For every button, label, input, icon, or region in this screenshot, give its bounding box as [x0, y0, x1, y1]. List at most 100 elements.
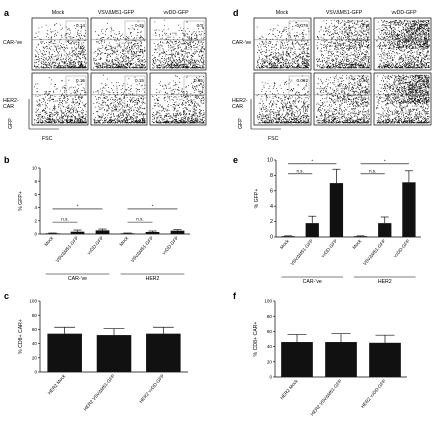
flow-d-row-2: HER2-CAR: [232, 98, 248, 110]
panel-letter-c: c: [4, 291, 9, 301]
y-tick-label: 4: [34, 205, 37, 210]
bar: [378, 223, 392, 237]
x-tick-label: VSVΔM51-GFP: [55, 235, 80, 263]
gate-percent: 0.15: [76, 78, 85, 83]
dot-plot-a-1-0: 0.15: [31, 72, 89, 126]
flow-d-row-1: CAR-'ve: [232, 40, 251, 46]
y-tick-label: 10: [267, 158, 273, 164]
gate-box: [348, 20, 370, 41]
dot-plot-a-0-0: 0.14: [31, 17, 89, 71]
y-tick-label: 4: [270, 204, 273, 210]
dot-plot-events: [316, 19, 370, 69]
x-tick-label: Mock: [279, 238, 290, 250]
dot-plot-d-1-2: 6.62: [373, 72, 432, 126]
flow-a-col-3: vvDD-GFP: [163, 10, 189, 16]
y-tick-label: 80: [267, 314, 273, 319]
dot-plot-a-0-2: 0.4: [149, 17, 207, 71]
dot-plot-a-1-2: 0.55: [149, 72, 207, 126]
flow-a-row-1: CAR-'ve: [3, 40, 22, 46]
dot-plot-d-0-0: 0.076: [253, 17, 312, 71]
bar: [281, 236, 295, 237]
x-tick-label: vvDD-GFP: [393, 238, 411, 258]
gate-percent: 0.15: [135, 23, 144, 28]
y-tick-label: 8: [270, 173, 273, 179]
bar-chart-f: 0 20 40 60 80 100 % CD8+ CAR+ HER2 Mock HER2 VSV…: [253, 299, 407, 417]
flow-d-col-2: VSVΔM51-GFP: [326, 10, 363, 16]
flow-a-col-2: VSVΔM51-GFP: [98, 10, 135, 16]
y-tick-label: 8: [34, 179, 37, 184]
y-tick-label: 80: [32, 313, 38, 318]
y-tick-label: 100: [264, 299, 272, 304]
gate-percent: 0.062: [297, 78, 309, 83]
gate-percent: 0.14: [76, 23, 85, 28]
significance-label: n.s.: [136, 217, 143, 222]
gate-box: [408, 20, 430, 41]
y-tick-label: 0: [270, 235, 273, 241]
dot-plot-frame: [149, 72, 207, 126]
flow-d-col-1: Mock: [276, 10, 289, 16]
gate-box: [183, 20, 205, 41]
x-tick-label: Mock: [118, 235, 129, 247]
flow-a-col-1: Mock: [52, 10, 65, 16]
y-tick-label: 60: [32, 327, 38, 332]
bar: [353, 236, 368, 237]
x-tick-label: vvDD-GFP: [320, 238, 338, 258]
dot-plot-events: [152, 75, 205, 124]
gate-box: [288, 75, 310, 96]
group-label: HER2: [378, 279, 392, 285]
y-tick-label: 2: [270, 219, 273, 225]
group-label: CAR-'ve: [68, 276, 87, 282]
dot-plot-d-1-1: 0.66: [313, 72, 372, 126]
bar: [120, 233, 135, 234]
flow-panel-a: Mock VSVΔM51-GFP vvDD-GFP CAR-'ve HER2-C…: [3, 10, 189, 142]
bar: [45, 233, 60, 234]
dot-plot-events: [316, 74, 370, 124]
group-label: HER2: [146, 276, 160, 282]
gate-percent: 6.62: [419, 78, 428, 83]
panel-letter-a: a: [4, 8, 10, 18]
gate-percent: 0.15: [135, 78, 144, 83]
panel-letter-e: e: [233, 155, 238, 165]
panel-letter-d: d: [233, 8, 239, 18]
flow-d-ylabel: GFP: [238, 118, 244, 129]
dot-plot-events: [152, 19, 205, 69]
bar: [305, 223, 319, 237]
significance-label: n.s.: [369, 168, 376, 173]
gate-percent: 0.66: [359, 78, 368, 83]
significance-label: n.s.: [61, 217, 68, 222]
dot-plot-a-1-1: 0.15: [90, 72, 148, 126]
significance-label: n.s.: [296, 168, 303, 173]
x-tick-label: HER2 VSVΔM51-GFP: [310, 378, 343, 416]
y-axis-label: % GFP+: [254, 189, 260, 209]
gate-box: [124, 75, 146, 96]
bar: [402, 182, 416, 237]
x-tick-label: Mock: [351, 238, 362, 250]
gate-box: [408, 75, 430, 96]
gate-box: [288, 20, 310, 41]
x-tick-label: VSVΔM51-GFP: [362, 238, 387, 266]
dot-plot-events: [93, 20, 146, 69]
y-tick-label: 100: [29, 299, 37, 304]
bar: [146, 333, 181, 372]
y-axis-label: % GFP+: [18, 191, 24, 211]
bar: [145, 232, 160, 234]
y-tick-label: 40: [32, 341, 38, 346]
bar: [325, 342, 357, 377]
y-tick-label: 20: [267, 359, 273, 364]
x-tick-label: VSVΔM51-GFP: [290, 238, 315, 266]
bar-chart-c: 0 20 40 60 80 100 % CD8+ CAR+ HER2 Mock HER2 VSV…: [18, 299, 188, 412]
y-tick-label: 6: [34, 192, 37, 197]
gate-box: [124, 20, 146, 41]
x-tick-label: VSVΔM51-GFP: [130, 235, 155, 263]
gate-box: [65, 75, 87, 96]
significance-label: *: [311, 158, 313, 163]
dot-plot-a-0-1: 0.15: [90, 17, 148, 71]
gate-percent: 0.8: [362, 23, 369, 28]
x-tick-label: HER2 VSVΔM51-GFP: [83, 373, 116, 411]
flow-a-ylabel: GFP: [8, 118, 14, 129]
flow-panel-d: Mock VSVΔM51-GFP vvDD-GFP CAR-'ve HER2-C…: [232, 10, 417, 142]
x-tick-label: HER2 vvDD-GFP: [138, 373, 165, 404]
